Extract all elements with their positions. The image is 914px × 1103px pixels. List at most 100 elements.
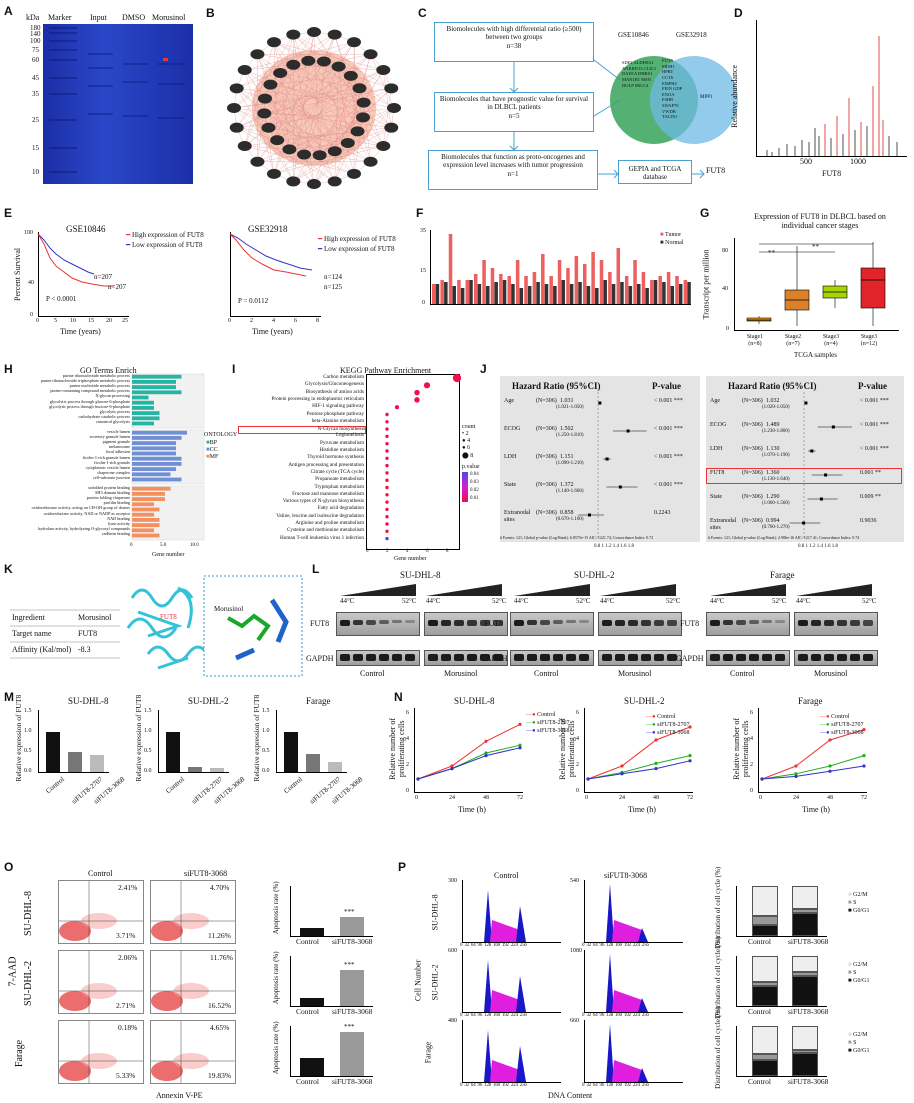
km-high-curve [37,233,114,287]
forest-left-head-hr: Hazard Ratio (95%CI) [512,381,601,391]
panel-h-term: canonical glycolysis [95,420,130,425]
forest-n: (N=306) [742,422,763,428]
p-xtick: 160 [493,1083,500,1088]
m-group-label: Control [282,775,304,796]
p-xtick: 160 [615,1013,622,1018]
forest-p: < 0.001 *** [654,482,683,488]
o-bar [340,1031,364,1076]
o-cluster [59,991,91,1011]
panel-i-dot [385,493,389,497]
panel-f-bar-tumor [532,272,537,304]
km1-xtick-20: 20 [106,318,112,324]
gel-unit: kDa [26,13,40,22]
network-edge [244,69,266,99]
forest-n: (N=306) [536,398,557,404]
network-edge [293,34,315,185]
panel-h-bar [132,430,187,435]
n-point [620,772,624,776]
l-temp-low-2: 44°C [796,597,811,605]
k-table-lines [10,609,120,659]
l-fut8-band [710,620,720,626]
network-edge [323,61,355,174]
network-edge [270,84,305,155]
flow-step2: Biomolecules that have prognostic value … [434,92,594,132]
l-fut8-band [775,620,785,623]
p-xtick: 256 [641,1013,649,1018]
network-edge [313,31,384,147]
panel-f-bar-tumor [616,248,621,304]
l-gapdh-label: GAPDH [480,654,508,663]
ms-peaks [766,36,898,156]
panel-h-xtick-5: 5.0 [160,543,167,548]
km1-xtick-25: 25 [122,318,128,324]
panel-f-bar-tumor [549,276,553,304]
forest-p: < 0.001 *** [654,454,683,460]
network-edge [280,72,335,152]
p-bar-axis [736,886,827,937]
l-temp-high: 52°C [576,597,591,605]
l-temp-gradient [340,584,416,596]
p-legend-label: S [853,900,857,906]
panel-f-bar-tumor [591,252,595,304]
l-gapdh-band-m [454,654,464,661]
p-ymax: 540 [570,878,579,884]
network-edge [319,117,364,156]
p-xtick: 96 [477,1083,483,1088]
l-gapdh-band [527,654,537,661]
p-xticks: 0 32 64 96 128 160 192 224 256 [460,943,529,949]
p-xtick: 64 [470,1013,476,1018]
gel-lane-morusinol: Morusinol [152,13,186,22]
p-xtick: 256 [519,1013,527,1018]
network-edge [264,31,315,114]
forest-point [831,425,835,429]
p-g2-peak [516,976,526,1012]
forest-left-head-p: P-value [652,381,681,391]
panel-g-sig1: ** [768,249,775,257]
panel-i-p-003: 0.03 [470,480,479,485]
p-s-phase [612,990,644,1012]
panel-f-bar-normal [628,286,633,304]
m-group-label: Control [164,775,186,796]
network-node [331,61,346,72]
n-cell-title: SU-DHL-8 [454,696,495,706]
gel-marker-35: 35 [32,90,39,98]
p-xtick: 0 [582,943,585,948]
n-legend-item: —● Control [646,714,675,721]
panel-h-bar [132,518,160,522]
n-point [862,728,866,732]
venn-mid-items: FUT8 MDH1 HPRT CCT6 EMPH2 FEIN GDP ENOA … [662,58,682,120]
panel-h-bars [131,373,205,541]
n-ytick: 4 [576,736,579,742]
p-xtick: 160 [615,1083,622,1088]
m-ytick-0: 0.0 [144,768,152,774]
forest-right-xticks: 0.8 1 1.2 1.4 1.6 1.8 [798,544,838,550]
m-cell-title: SU-DHL-2 [188,696,229,706]
n-cell-title: Farage [798,696,823,706]
forest-n: (N=306) [742,518,763,524]
panel-i-dot [394,405,400,410]
forest-hr: 1.489 [766,422,780,428]
network-edge [236,34,294,128]
panel-f-bar-normal [469,280,473,304]
p-bar-group: Control [748,937,771,946]
panel-h-bar [132,462,182,466]
forest-p: < 0.001 *** [654,398,683,404]
panel-f-bar-tumor [515,260,520,304]
forest-point [804,401,808,405]
n-point [620,764,624,768]
panel-h-term: protein folding chaperone [86,495,130,500]
l-gapdh-label: GAPDH [306,654,334,663]
p-legend-swatch: ■ [848,908,854,914]
panel-f-bar-tumor [557,260,562,304]
l-temp-high: 52°C [772,597,787,605]
panel-f-bar-tumor [524,276,528,304]
forest-p: < 0.001 *** [860,398,889,404]
network-node [356,97,371,108]
km2-xtick-8: 8 [316,318,319,324]
p-xticks: 0 32 64 96 128 160 192 224 256 [460,1013,529,1019]
p-xtick: 224 [510,943,518,948]
panel-h-term: cadherin binding [101,532,130,537]
forest-variable: State [710,494,722,500]
network-edge [308,60,364,118]
panel-f-legend-tumor-text: Tumor [665,232,682,238]
